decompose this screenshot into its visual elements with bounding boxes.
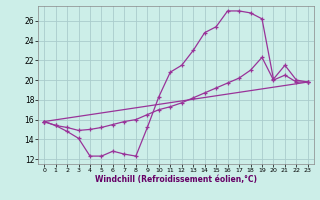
X-axis label: Windchill (Refroidissement éolien,°C): Windchill (Refroidissement éolien,°C) — [95, 175, 257, 184]
